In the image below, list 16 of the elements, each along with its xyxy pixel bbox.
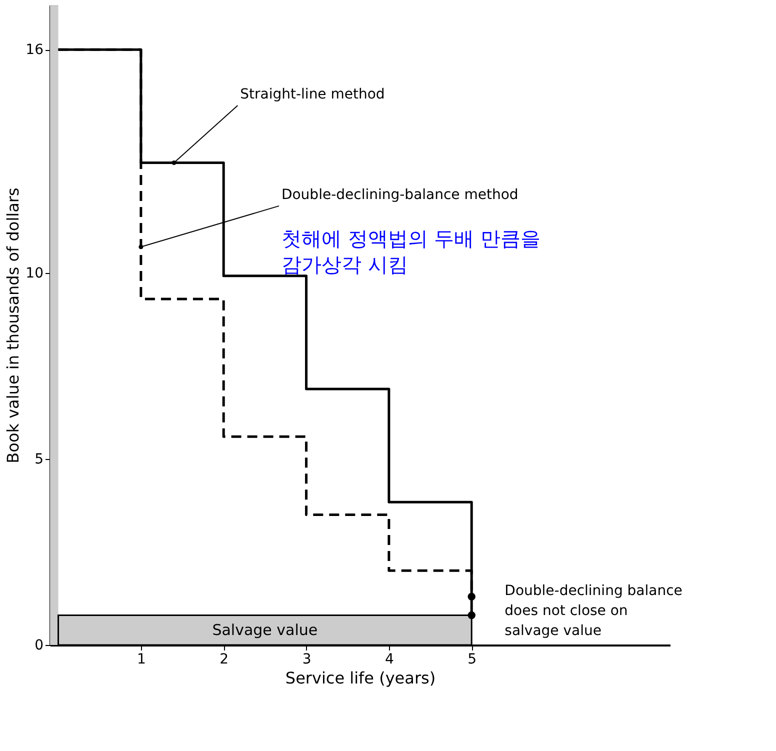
x-tick-label: 2 bbox=[220, 652, 229, 668]
annotation: 첫해에 정액법의 두배 만큼을 감가상각 시킴 bbox=[281, 226, 541, 276]
x-tick-label: 1 bbox=[136, 652, 146, 668]
annotation: Salvage value bbox=[212, 621, 318, 640]
annotation: Double-declining balance does not close on salvage value bbox=[504, 583, 682, 640]
y-tick-label: 0 bbox=[34, 638, 44, 654]
x-axis-title: Service life (years) bbox=[285, 668, 436, 688]
y-tick-label: 10 bbox=[26, 265, 44, 282]
x-tick-label: 5 bbox=[468, 652, 477, 668]
annotation: Straight-line method bbox=[240, 86, 385, 102]
annotation: Double-declining-balance method bbox=[281, 186, 518, 203]
x-tick-label: 3 bbox=[302, 652, 312, 668]
y-axis-title: Book value in thousands of dollars bbox=[4, 188, 23, 464]
x-tick-label: 4 bbox=[384, 652, 394, 668]
y-tick-label: 16 bbox=[26, 42, 44, 58]
y-tick-label: 5 bbox=[34, 451, 44, 468]
